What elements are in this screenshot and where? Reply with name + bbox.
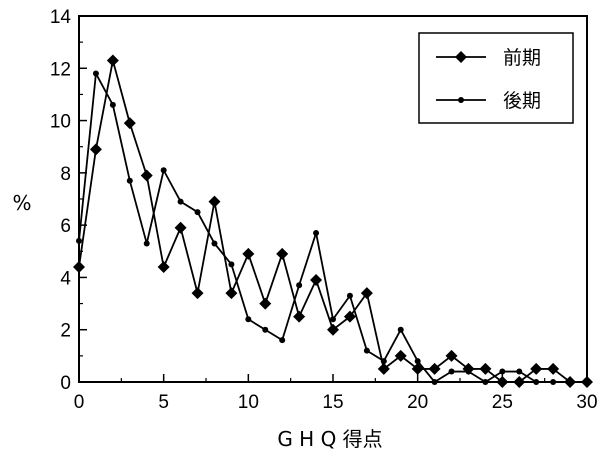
y-tick-label: 8: [60, 164, 71, 185]
data-point: [89, 143, 102, 156]
x-tick-label: 5: [158, 392, 169, 413]
data-point: [346, 292, 353, 299]
data-point: [550, 379, 557, 385]
data-point: [259, 297, 272, 310]
legend-marker: [455, 51, 467, 63]
x-tick-label: 30: [576, 392, 597, 413]
x-axis-title: G H Q 得点: [277, 427, 382, 451]
series-1: [73, 54, 593, 388]
data-point: [313, 229, 320, 236]
data-point: [296, 282, 303, 289]
data-point: [479, 362, 492, 375]
data-point: [225, 287, 238, 300]
x-tick-label: 20: [407, 392, 428, 413]
data-point: [547, 362, 560, 375]
data-point: [174, 221, 187, 234]
y-axis: 0 2 4 6 8 10 12 14: [50, 7, 87, 394]
data-point: [431, 379, 438, 385]
data-point: [73, 260, 85, 273]
legend-label: 後期: [503, 90, 541, 112]
x-tick-label: 0: [74, 392, 85, 413]
data-point: [194, 209, 201, 216]
data-point: [533, 379, 540, 385]
data-point: [160, 167, 167, 174]
data-point: [377, 362, 390, 375]
x-tick-label: 10: [238, 392, 259, 413]
y-tick-label: 2: [60, 321, 71, 342]
y-tick-label: 0: [60, 373, 71, 394]
data-point: [499, 368, 506, 375]
y-tick-label: 4: [60, 268, 71, 289]
data-point: [106, 54, 119, 67]
data-point: [293, 310, 306, 323]
x-tick-label: 25: [492, 392, 513, 413]
series-layer: [73, 54, 593, 388]
data-point: [482, 379, 489, 385]
data-point: [310, 274, 323, 287]
legend-entry: 前期: [436, 47, 541, 69]
data-point: [143, 240, 150, 247]
data-point: [397, 326, 404, 333]
data-point: [76, 237, 82, 244]
data-point: [516, 368, 523, 375]
legend-label: 前期: [503, 47, 541, 69]
y-tick-label: 14: [50, 7, 72, 28]
data-point: [414, 358, 421, 365]
data-point: [327, 323, 339, 336]
legend-entry: 後期: [436, 90, 541, 112]
data-point: [279, 337, 286, 344]
data-point: [126, 177, 133, 184]
x-axis: 0 5 10 15 20 25 30: [74, 374, 598, 413]
data-point: [343, 310, 356, 323]
data-point: [276, 247, 289, 260]
data-point: [191, 287, 204, 300]
data-point: [242, 247, 255, 260]
y-tick-label: 12: [50, 59, 71, 80]
data-point: [448, 368, 455, 375]
data-point: [380, 358, 387, 365]
data-point: [140, 169, 153, 182]
data-point: [92, 70, 99, 77]
data-point: [567, 379, 574, 385]
x-tick-label: 15: [322, 392, 343, 413]
data-point: [109, 101, 116, 108]
data-point: [330, 316, 336, 323]
data-point: [428, 362, 441, 375]
data-point: [123, 117, 136, 130]
y-tick-label: 6: [60, 216, 71, 237]
data-point: [445, 349, 458, 362]
data-point: [465, 368, 472, 375]
data-point: [360, 287, 373, 300]
y-axis-title: %: [12, 191, 31, 215]
data-point: [262, 326, 269, 333]
data-point: [245, 316, 252, 323]
data-point: [228, 261, 235, 268]
y-tick-label: 10: [50, 112, 71, 133]
legend-box: [418, 32, 574, 124]
data-point: [363, 347, 370, 354]
data-point: [496, 376, 509, 388]
data-point: [394, 349, 407, 362]
data-point: [513, 376, 526, 388]
data-point: [208, 195, 221, 208]
data-point: [177, 198, 184, 205]
data-point: [211, 240, 218, 247]
data-point: [530, 362, 543, 375]
series-2: [76, 70, 590, 385]
data-point: [584, 379, 590, 385]
data-point: [157, 260, 170, 273]
legend-marker: [458, 97, 464, 103]
